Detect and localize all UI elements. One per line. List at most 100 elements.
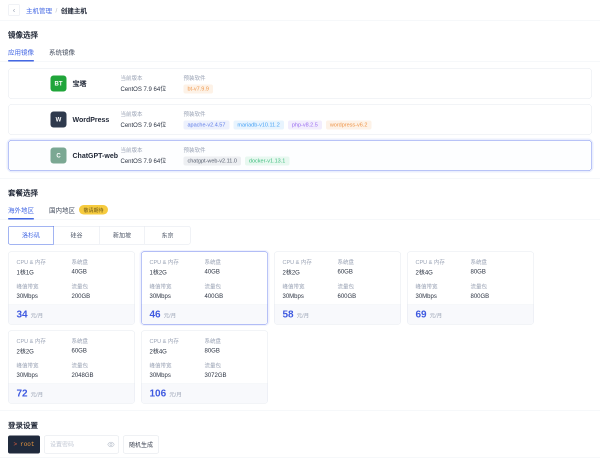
plan-card-4[interactable]: CPU & 内存 2核4G 系统盘 80GB 峰值带宽 30Mbps 流量包 8… xyxy=(407,252,534,325)
traffic-label: 流量包 xyxy=(205,362,260,370)
version-label: 当前版本 xyxy=(121,74,184,82)
plan-price: 46 xyxy=(150,309,161,320)
cpu-label: CPU & 内存 xyxy=(150,337,205,345)
username-label: root xyxy=(20,441,34,448)
region-button-singapore[interactable]: 新加坡 xyxy=(99,226,145,245)
region-button-los-angeles[interactable]: 洛杉矶 xyxy=(8,226,54,245)
bandwidth-label: 峰值带宽 xyxy=(283,283,338,291)
version-label: 当前版本 xyxy=(121,110,184,118)
traffic-label: 流量包 xyxy=(205,283,260,291)
traffic-label: 流量包 xyxy=(72,362,127,370)
cpu-value: 2核4G xyxy=(150,347,205,356)
plan-section-title: 套餐选择 xyxy=(0,188,600,199)
version-value: CentOS 7.9 64位 xyxy=(121,157,184,166)
disk-value: 60GB xyxy=(72,347,127,354)
disk-value: 80GB xyxy=(471,268,526,275)
divider xyxy=(0,411,600,412)
traffic-value: 600GB xyxy=(338,293,393,300)
cpu-label: CPU & 内存 xyxy=(150,258,205,266)
image-name: 宝塔 xyxy=(73,79,87,89)
tab-overseas[interactable]: 海外地区 xyxy=(8,205,34,220)
tab-app-image[interactable]: 应用镜像 xyxy=(8,47,34,62)
price-unit: 元/月 xyxy=(297,312,310,320)
bandwidth-label: 峰值带宽 xyxy=(150,283,205,291)
cpu-label: CPU & 内存 xyxy=(283,258,338,266)
plan-card-5[interactable]: CPU & 内存 2核2G 系统盘 60GB 峰值带宽 30Mbps 流量包 2… xyxy=(8,331,135,404)
software-badge: chatgpt-web-v2.11.0 xyxy=(184,156,241,165)
disk-label: 系统盘 xyxy=(205,337,260,345)
cpu-label: CPU & 内存 xyxy=(416,258,471,266)
image-tabs: 应用镜像系统镜像 xyxy=(0,47,600,62)
software-label: 预装软件 xyxy=(184,74,213,82)
terminal-prompt-icon: > xyxy=(14,441,18,448)
cpu-value: 1核1G xyxy=(17,268,72,277)
region-button-tokyo[interactable]: 东京 xyxy=(145,226,191,245)
image-card-wordpress[interactable]: W WordPress 当前版本 CentOS 7.9 64位 预装软件 apa… xyxy=(8,104,592,135)
price-unit: 元/月 xyxy=(164,312,177,320)
cpu-value: 2核2G xyxy=(17,347,72,356)
disk-label: 系统盘 xyxy=(471,258,526,266)
breadcrumb: 主机管理 / 创建主机 xyxy=(26,5,87,15)
software-label: 预装软件 xyxy=(184,146,290,154)
software-badge: bt-v7.9.9 xyxy=(184,84,213,93)
plan-tabs: 海外地区国内地区敬请期待 xyxy=(0,205,600,220)
traffic-label: 流量包 xyxy=(72,283,127,291)
disk-value: 40GB xyxy=(72,268,127,275)
tab-domestic[interactable]: 国内地区敬请期待 xyxy=(49,205,108,220)
cpu-label: CPU & 内存 xyxy=(17,258,72,266)
image-list: BT 宝塔 当前版本 CentOS 7.9 64位 预装软件 bt-v7.9.9… xyxy=(0,68,600,171)
traffic-value: 800GB xyxy=(471,293,526,300)
traffic-label: 流量包 xyxy=(338,283,393,291)
price-unit: 元/月 xyxy=(31,391,44,399)
plan-card-6[interactable]: CPU & 内存 2核4G 系统盘 80GB 峰值带宽 30Mbps 流量包 3… xyxy=(141,331,268,404)
plan-card-2[interactable]: CPU & 内存 1核2G 系统盘 40GB 峰值带宽 30Mbps 流量包 4… xyxy=(141,252,268,325)
traffic-value: 2048GB xyxy=(72,372,127,379)
traffic-value: 400GB xyxy=(205,293,260,300)
bandwidth-value: 30Mbps xyxy=(150,372,205,379)
traffic-value: 3072GB xyxy=(205,372,260,379)
back-button[interactable]: ‹ xyxy=(8,4,20,16)
software-label: 预装软件 xyxy=(184,110,372,118)
disk-label: 系统盘 xyxy=(338,258,393,266)
baota-icon: BT xyxy=(51,76,67,92)
bandwidth-label: 峰值带宽 xyxy=(416,283,471,291)
disk-label: 系统盘 xyxy=(72,337,127,345)
bandwidth-value: 30Mbps xyxy=(283,293,338,300)
tab-system-image[interactable]: 系统镜像 xyxy=(49,47,75,62)
bandwidth-value: 30Mbps xyxy=(416,293,471,300)
divider xyxy=(0,178,600,179)
breadcrumb-separator: / xyxy=(56,6,58,14)
eye-icon[interactable] xyxy=(107,441,115,449)
bandwidth-value: 30Mbps xyxy=(17,293,72,300)
divider xyxy=(0,62,600,63)
random-generate-button[interactable]: 随机生成 xyxy=(123,436,159,454)
bandwidth-label: 峰值带宽 xyxy=(150,362,205,370)
traffic-value: 200GB xyxy=(72,293,127,300)
bandwidth-value: 30Mbps xyxy=(17,372,72,379)
version-value: CentOS 7.9 64位 xyxy=(121,85,184,94)
divider xyxy=(0,220,600,221)
software-badge: php-v8.2.5 xyxy=(288,120,322,129)
breadcrumb-host-management[interactable]: 主机管理 xyxy=(26,5,52,15)
region-button-silicon-valley[interactable]: 硅谷 xyxy=(54,226,100,245)
plan-price: 106 xyxy=(150,388,167,399)
bandwidth-label: 峰值带宽 xyxy=(17,283,72,291)
plan-price: 69 xyxy=(416,309,427,320)
image-name: WordPress xyxy=(73,116,110,124)
plan-price: 34 xyxy=(17,309,28,320)
plan-price: 58 xyxy=(283,309,294,320)
image-card-chatgpt-web[interactable]: C ChatGPT-web 当前版本 CentOS 7.9 64位 预装软件 c… xyxy=(8,140,592,171)
username-chip: > root xyxy=(8,436,40,454)
plan-card-1[interactable]: CPU & 内存 1核1G 系统盘 40GB 峰值带宽 30Mbps 流量包 2… xyxy=(8,252,135,325)
login-section-title: 登录设置 xyxy=(0,420,600,431)
bandwidth-label: 峰值带宽 xyxy=(17,362,72,370)
traffic-label: 流量包 xyxy=(471,283,526,291)
software-badge: apache-v2.4.57 xyxy=(184,120,230,129)
plan-card-3[interactable]: CPU & 内存 2核2G 系统盘 60GB 峰值带宽 30Mbps 流量包 6… xyxy=(274,252,401,325)
image-card-baota[interactable]: BT 宝塔 当前版本 CentOS 7.9 64位 预装软件 bt-v7.9.9 xyxy=(8,68,592,99)
login-row: > root 随机生成 xyxy=(8,436,592,454)
password-field-wrap xyxy=(44,436,119,454)
bandwidth-value: 30Mbps xyxy=(150,293,205,300)
